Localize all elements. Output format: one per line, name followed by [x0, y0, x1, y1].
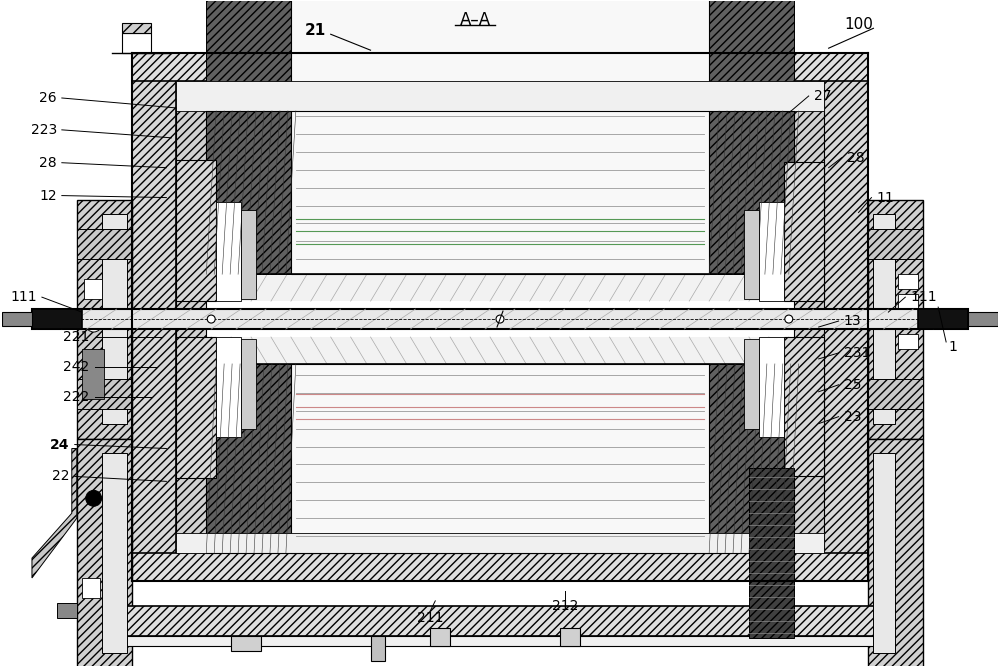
Bar — [102, 215, 127, 424]
Bar — [32, 309, 968, 329]
Circle shape — [785, 315, 793, 323]
Bar — [132, 53, 176, 581]
Text: 111: 111 — [10, 290, 37, 304]
Bar — [868, 379, 923, 409]
Circle shape — [496, 315, 504, 323]
Text: 13: 13 — [844, 314, 861, 328]
Bar — [709, 364, 794, 553]
Bar — [430, 628, 450, 646]
Text: A–A: A–A — [460, 11, 491, 29]
Circle shape — [207, 315, 215, 323]
Bar — [898, 274, 918, 289]
Bar — [824, 53, 868, 581]
Bar — [176, 533, 824, 553]
Bar — [744, 339, 759, 429]
Bar — [794, 81, 824, 553]
Bar — [132, 53, 868, 81]
Bar — [82, 349, 104, 399]
Bar — [176, 337, 216, 478]
Text: 25: 25 — [844, 378, 861, 392]
Text: 22: 22 — [52, 470, 70, 484]
Text: 21: 21 — [305, 23, 326, 38]
Text: 221: 221 — [63, 330, 90, 344]
Bar — [898, 334, 918, 349]
Bar — [868, 199, 923, 439]
Text: 231: 231 — [844, 346, 870, 360]
Bar — [241, 339, 256, 429]
Bar — [206, 364, 291, 553]
Bar — [868, 229, 923, 259]
Bar — [560, 628, 580, 646]
Text: 27: 27 — [814, 89, 831, 103]
Text: 28: 28 — [39, 155, 57, 169]
Bar — [112, 636, 888, 646]
Bar — [102, 454, 127, 653]
Text: 111: 111 — [910, 290, 937, 304]
Bar — [898, 294, 918, 309]
Text: 24: 24 — [50, 438, 70, 452]
Bar — [784, 337, 824, 476]
Circle shape — [86, 316, 102, 332]
Bar — [231, 636, 261, 651]
Bar — [744, 209, 759, 299]
Text: 100: 100 — [844, 17, 873, 32]
Bar — [77, 199, 132, 439]
Bar — [176, 81, 824, 111]
Bar — [918, 309, 968, 329]
Bar — [898, 314, 918, 329]
Text: 222: 222 — [63, 390, 90, 404]
Polygon shape — [171, 337, 829, 551]
Bar — [759, 337, 784, 437]
Text: 28: 28 — [847, 151, 864, 165]
Bar — [176, 159, 216, 301]
Bar — [749, 468, 794, 638]
Text: 212: 212 — [552, 599, 578, 613]
Text: 242: 242 — [63, 360, 90, 374]
Text: 12: 12 — [39, 189, 57, 203]
Bar — [759, 201, 784, 301]
Bar — [216, 337, 241, 437]
Bar — [968, 312, 998, 326]
Bar — [132, 553, 868, 581]
Text: 26: 26 — [39, 91, 57, 105]
Text: 11: 11 — [876, 191, 894, 205]
Bar — [122, 33, 151, 53]
Bar — [57, 603, 77, 618]
Bar — [371, 636, 385, 660]
Bar — [216, 201, 241, 301]
Text: 1: 1 — [948, 340, 957, 354]
Bar — [2, 312, 32, 326]
Bar — [176, 81, 206, 553]
Bar — [873, 215, 895, 424]
Bar — [77, 379, 132, 409]
Bar — [241, 209, 256, 299]
Bar — [77, 439, 132, 667]
Bar — [868, 439, 923, 667]
Bar — [206, 0, 291, 274]
Bar — [291, 0, 709, 274]
Bar — [784, 161, 824, 301]
Bar — [122, 23, 151, 33]
Bar — [709, 0, 794, 274]
Text: 223: 223 — [31, 123, 57, 137]
Circle shape — [86, 490, 102, 506]
Polygon shape — [171, 83, 829, 301]
Bar — [32, 309, 82, 329]
Bar — [77, 229, 132, 259]
Bar — [82, 578, 100, 598]
Bar — [291, 364, 709, 553]
Text: 211: 211 — [417, 611, 444, 625]
Bar — [873, 454, 895, 653]
Polygon shape — [32, 448, 77, 578]
Text: 23: 23 — [844, 410, 861, 424]
Bar — [112, 606, 888, 636]
Bar — [84, 279, 102, 299]
